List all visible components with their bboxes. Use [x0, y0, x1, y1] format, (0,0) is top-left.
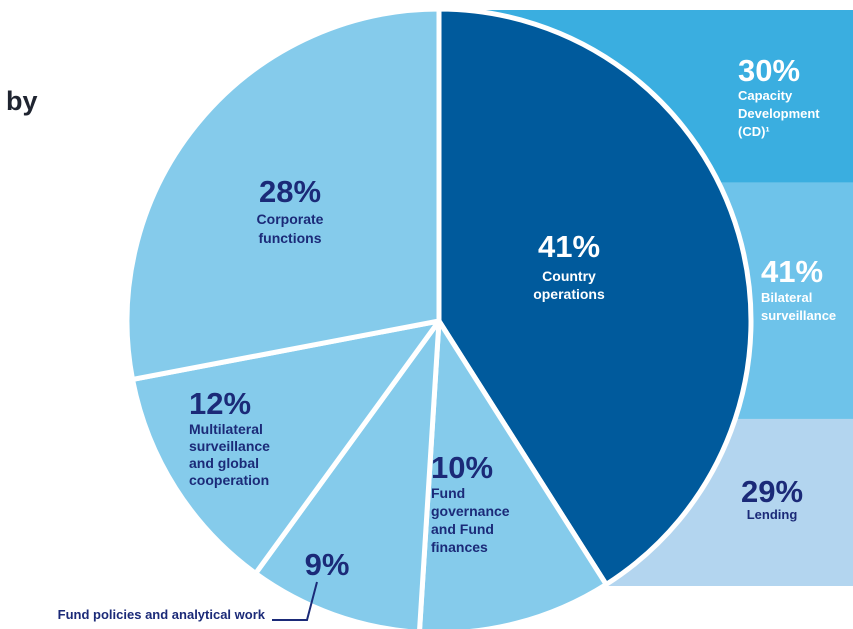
label-fund-governance-line1: Fund: [431, 485, 465, 501]
label-capacity-development-line3: (CD)¹: [738, 124, 770, 139]
label-fund-governance: 10% Fund governance and Fund finances: [431, 450, 510, 555]
pct-bilateral-surveillance: 41%: [761, 254, 823, 289]
pie-slice-3: [253, 318, 442, 629]
pct-fund-policies: 9%: [305, 547, 350, 582]
label-multilateral-line2: surveillance: [189, 438, 270, 454]
label-fund-governance-line4: finances: [431, 539, 488, 555]
chart-title-fragment: by: [6, 86, 38, 116]
label-lending: Lending: [747, 507, 798, 522]
label-capacity-development-line2: Development: [738, 106, 820, 121]
pct-capacity-development: 30%: [738, 53, 800, 88]
label-multilateral: 12% Multilateral surveillance and global…: [189, 386, 270, 488]
label-bilateral-surveillance: 41% Bilateral surveillance: [761, 254, 836, 323]
pct-corporate-functions: 28%: [259, 174, 321, 209]
label-lending: 29% Lending: [741, 474, 803, 522]
pct-fund-governance: 10%: [431, 450, 493, 485]
pie-slice-2: [417, 318, 609, 629]
pct-multilateral: 12%: [189, 386, 251, 421]
label-capacity-development-line1: Capacity: [738, 88, 793, 103]
label-multilateral-line3: and global: [189, 455, 259, 471]
pct-lending: 29%: [741, 474, 803, 509]
label-fund-policies: Fund policies and analytical work: [58, 607, 266, 622]
label-capacity-development: 30% Capacity Development (CD)¹: [738, 53, 820, 139]
label-country-operations-line1: Country: [542, 268, 596, 284]
pie-slice-4: [130, 318, 442, 576]
label-bilateral-line1: Bilateral: [761, 290, 812, 305]
fund-policies-callout-line: [272, 581, 318, 621]
label-country-operations: 41% Country operations: [533, 229, 605, 302]
label-multilateral-line4: cooperation: [189, 472, 269, 488]
label-bilateral-line2: surveillance: [761, 308, 836, 323]
pct-country-operations: 41%: [538, 229, 600, 264]
label-fund-governance-line3: and Fund: [431, 521, 494, 537]
label-corporate-functions-line1: Corporate: [257, 211, 324, 227]
label-country-operations-line2: operations: [533, 286, 605, 302]
label-corporate-functions: 28% Corporate functions: [257, 174, 324, 246]
label-fund-governance-line2: governance: [431, 503, 510, 519]
label-fund-policies: 9% Fund policies and analytical work: [58, 547, 350, 622]
pie-slice-5: [124, 6, 442, 382]
label-multilateral-line1: Multilateral: [189, 421, 263, 437]
label-corporate-functions-line2: functions: [259, 230, 322, 246]
